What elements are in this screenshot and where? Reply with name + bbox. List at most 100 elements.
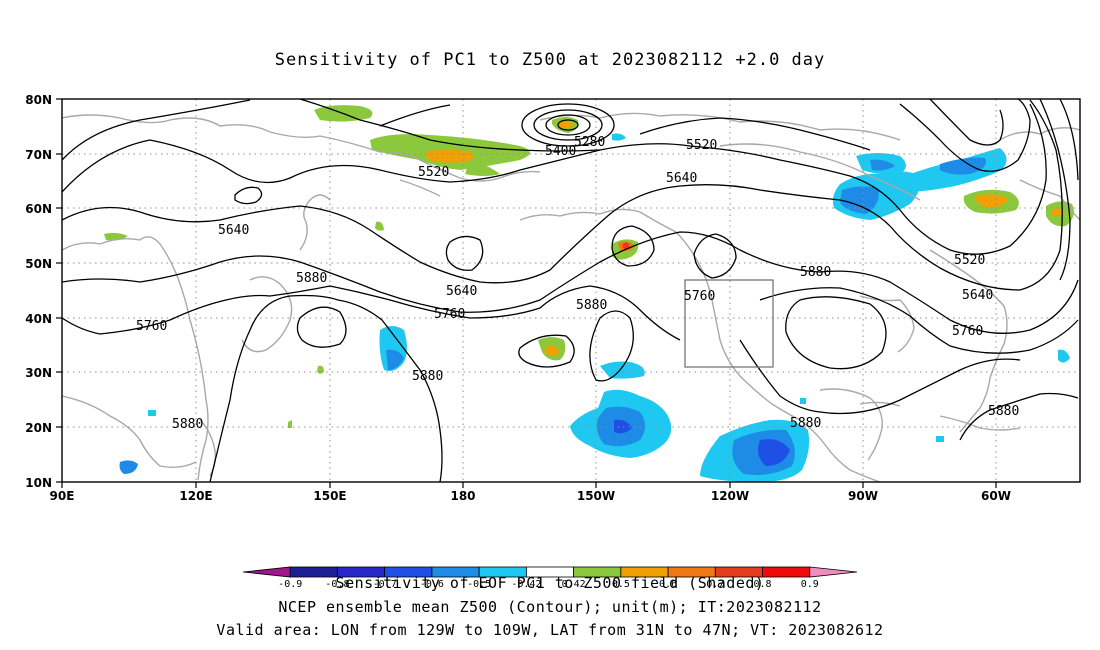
contour-label: 5880 xyxy=(576,298,607,313)
shade-negative xyxy=(600,361,645,379)
caption-contour-info: NCEP ensemble mean Z500 (Contour); unit(… xyxy=(278,598,822,616)
contour-label: 5880 xyxy=(988,404,1019,419)
plot-frame xyxy=(61,98,1081,483)
contour-line xyxy=(589,310,634,382)
shade-negative xyxy=(936,436,944,442)
contour-line xyxy=(639,117,871,151)
shade-negative xyxy=(148,410,156,416)
colorbar-tick-label: 0.9 xyxy=(801,579,819,590)
colorbar-title: Sensitivity of EOF PC1 to Z500 field (Sh… xyxy=(335,574,765,592)
contour-line xyxy=(533,109,603,141)
map-title: Sensitivity of PC1 to Z500 at 2023082112… xyxy=(274,50,826,70)
contour-label: 5880 xyxy=(790,416,821,431)
colorbar-tick-label: -0.42 xyxy=(511,579,541,590)
contour-line xyxy=(296,306,347,348)
sensitivity-shading xyxy=(104,105,1074,482)
contour-line xyxy=(1039,99,1071,281)
shade-positive xyxy=(465,160,500,176)
colorbar-tick-label: 0.6 xyxy=(659,579,677,590)
contour-line xyxy=(518,334,575,368)
contour-label: 5280 xyxy=(574,135,605,150)
colorbar-tick-label: 0.8 xyxy=(754,579,772,590)
shade-negative xyxy=(800,398,806,404)
shade-negative xyxy=(870,159,895,171)
contour-label: 5520 xyxy=(954,253,985,268)
contour-label: 5520 xyxy=(686,138,717,153)
contour-line xyxy=(899,99,1031,172)
lon-labels: 90E 120E 150E 180 150W 120W 90W 60W xyxy=(50,489,1011,503)
contour-label: 5760 xyxy=(434,307,465,322)
contour-line xyxy=(62,99,1063,291)
contour-line xyxy=(299,99,601,152)
lon-label: 90E xyxy=(50,489,75,503)
lon-label: 150E xyxy=(313,489,346,503)
colorbar-tick-label: 0.42 xyxy=(562,579,586,590)
contour-line xyxy=(62,99,251,161)
lat-label: 40N xyxy=(25,312,52,326)
coastline xyxy=(719,143,921,201)
valid-area-box xyxy=(684,279,774,368)
shade-positive xyxy=(317,365,324,374)
contour-line xyxy=(557,119,579,131)
lat-label: 10N xyxy=(25,476,52,490)
colorbar-tick-label: 0.7 xyxy=(706,579,724,590)
shade-positive xyxy=(1052,208,1064,216)
shade-negative xyxy=(940,157,986,175)
contour-line xyxy=(234,186,263,205)
coastline xyxy=(299,194,331,251)
lat-label: 20N xyxy=(25,421,52,435)
contour-line xyxy=(739,339,1021,415)
graticule xyxy=(62,99,1080,482)
coastline xyxy=(859,295,915,353)
contour-label: 5640 xyxy=(446,284,477,299)
shade-positive xyxy=(288,420,292,428)
contour-label: 5640 xyxy=(666,171,697,186)
coastline xyxy=(241,276,293,353)
colorbar: -0.9 -0.8 -0.7 -0.6 -0.5 -0.42 0.42 0.5 0.6 0.7 0.… xyxy=(242,566,858,590)
coastline xyxy=(62,236,209,481)
contour-label: 5760 xyxy=(136,319,167,334)
contour-label: 5400 xyxy=(545,144,576,159)
contour-label: 5520 xyxy=(418,165,449,180)
contour-line xyxy=(693,233,737,279)
contour-label: 5880 xyxy=(296,271,327,286)
contour-label: 5640 xyxy=(218,223,249,238)
contour-line xyxy=(759,287,1079,354)
lat-label: 80N xyxy=(25,93,52,107)
coastline xyxy=(819,388,883,461)
contour-label: 5640 xyxy=(962,288,993,303)
contour-line xyxy=(379,104,451,127)
shade-negative xyxy=(386,349,404,370)
coastline xyxy=(519,208,881,482)
colorbar-tick-label: -0.7 xyxy=(373,579,397,590)
shade-positive xyxy=(558,121,574,129)
coastline xyxy=(62,395,197,469)
contour-line xyxy=(1059,99,1079,181)
contour-line xyxy=(209,294,443,482)
coastline xyxy=(1019,179,1080,221)
contour-line xyxy=(62,285,681,341)
lon-label: 60W xyxy=(981,489,1011,503)
shade-positive xyxy=(546,345,560,356)
shade-positive xyxy=(425,149,474,163)
coastline xyxy=(399,179,441,197)
caption-valid-area: Valid area: LON from 129W to 109W, LAT f… xyxy=(216,621,884,639)
coastline xyxy=(939,415,1021,431)
shade-negative xyxy=(119,460,138,474)
lon-label: 90W xyxy=(848,489,878,503)
contour-label: 5880 xyxy=(412,369,443,384)
lat-labels: 80N 70N 60N 50N 40N 30N 20N 10N xyxy=(25,93,52,490)
lon-label: 150W xyxy=(577,489,615,503)
contour-line xyxy=(545,114,591,136)
axis-ticks xyxy=(56,98,997,488)
shade-negative xyxy=(612,133,626,141)
colorbar-tick-label: 0.5 xyxy=(612,579,630,590)
colorbar-tick-label: -0.8 xyxy=(325,579,349,590)
colorbar-tick-label: -0.5 xyxy=(467,579,491,590)
colorbar-swatch xyxy=(809,566,858,578)
lon-label: 180 xyxy=(450,489,475,503)
lon-label: 120E xyxy=(179,489,212,503)
coastline xyxy=(539,112,901,141)
shade-negative xyxy=(1058,349,1070,363)
